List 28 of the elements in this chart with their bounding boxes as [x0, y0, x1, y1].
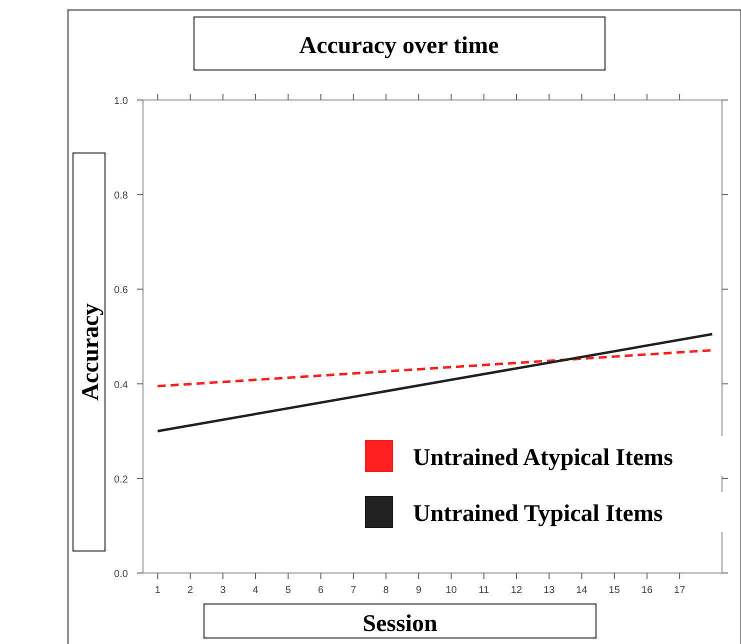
legend-label: Untrained Typical Items: [413, 501, 663, 527]
x-tick-label: 9: [416, 585, 422, 596]
y-tick-label: 1.0: [114, 96, 128, 107]
x-tick-label: 16: [641, 585, 653, 596]
x-tick-label: 5: [285, 585, 292, 596]
x-tick-label: 11: [478, 585, 490, 596]
x-tick-label: 8: [383, 585, 390, 596]
x-tick-label: 13: [544, 585, 556, 596]
x-tick-label: 6: [318, 585, 324, 596]
x-axis-title: Session: [362, 611, 438, 637]
y-tick-label: 0.6: [114, 285, 128, 296]
x-tick-label: 17: [674, 585, 686, 596]
y-tick-label: 0.2: [114, 474, 128, 486]
x-tick-label: 10: [446, 585, 458, 596]
y-tick-label: 0.0: [114, 569, 128, 580]
x-tick-label: 12: [510, 585, 522, 596]
x-tick-label: 4: [252, 585, 259, 596]
y-tick-label: 0.8: [114, 190, 128, 202]
y-axis-title: Accuracy: [78, 303, 104, 401]
x-tick-label: 15: [608, 585, 620, 596]
x-tick-label: 2: [188, 585, 194, 596]
x-tick-label: 1: [154, 585, 161, 596]
y-tick-label: 0.4: [114, 380, 128, 391]
chart-title: Accuracy over time: [299, 33, 500, 59]
legend-label: Untrained Atypical Items: [413, 445, 673, 471]
x-tick-label: 14: [576, 585, 588, 596]
x-tick-label: 3: [220, 585, 226, 596]
x-tick-label: 7: [350, 585, 357, 596]
